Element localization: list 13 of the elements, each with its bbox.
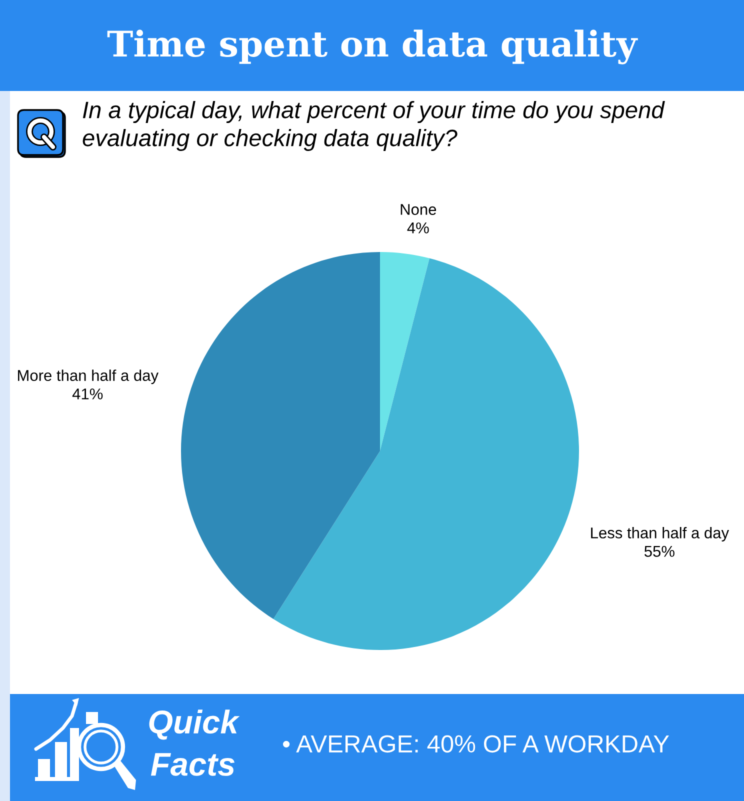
slice-label: More than half a day [18,370,159,384]
slice-label: None [400,204,436,215]
pie-slice [273,258,579,650]
text: Quick Facts [149,710,240,776]
pie-slice [181,252,380,620]
chart-subtitle: In a typical day, what percent of your time do you spend evaluating or checking data quality? [82,100,665,152]
data-label: 4% [407,222,429,234]
pie-slice [380,252,430,451]
data-label: 55% [644,546,674,557]
data-label: 41% [72,388,103,400]
slice-label: Less than half a day [591,526,730,542]
text: • AVERAGE: 40% OF A WORKDAY [282,735,669,753]
chart-title: Time spent on data quality [107,30,638,64]
